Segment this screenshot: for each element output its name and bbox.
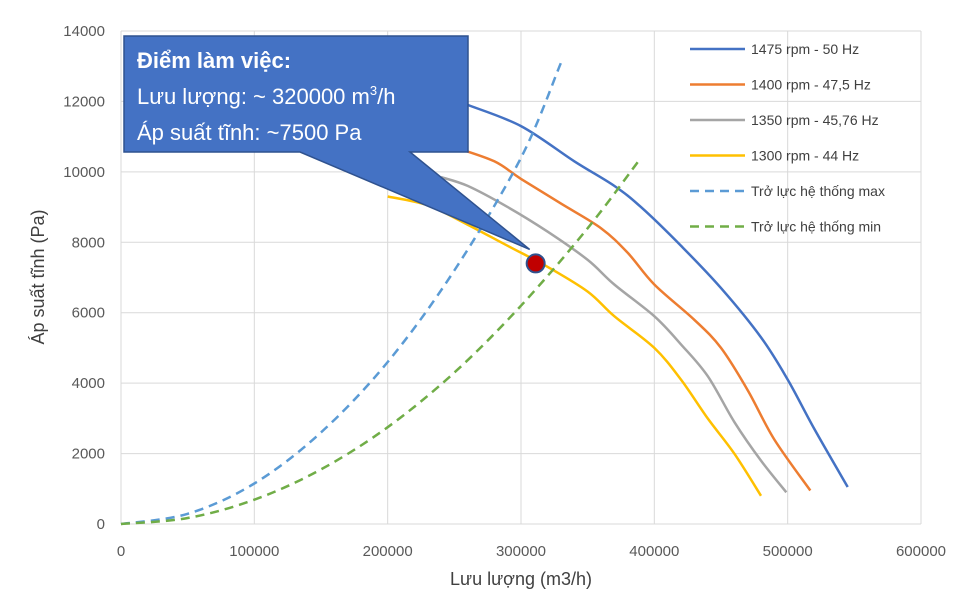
callout-shape: [123, 35, 531, 251]
series-line-3: [440, 175, 788, 494]
series-line-4: [387, 195, 763, 497]
y-tick-label: 12000: [63, 93, 105, 110]
legend: 1475 rpm - 50 Hz 1400 rpm - 47,5 Hz 1350 r…: [690, 41, 885, 235]
callout-flow-sup: 3: [370, 83, 377, 98]
y-tick-label: 10000: [63, 164, 105, 181]
x-tick-label: 200000: [363, 543, 413, 560]
legend-label-6: Trở lực hệ thống min: [751, 219, 881, 235]
x-tick-label: 400000: [629, 543, 679, 560]
y-tick-label: 2000: [72, 446, 105, 463]
series-lines: [120, 62, 849, 526]
x-tick-label: 100000: [229, 543, 279, 560]
x-tick-label: 300000: [496, 543, 546, 560]
operating-point-callout: Điểm làm việc: Lưu lượng: ~ 320000 m3/h …: [123, 35, 531, 251]
y-tick-label: 0: [97, 516, 105, 533]
callout-title: Điểm làm việc:: [137, 48, 291, 73]
y-tick-label: 14000: [63, 23, 105, 40]
legend-label-2: 1400 rpm - 47,5 Hz: [751, 77, 871, 93]
series-line-5: [120, 62, 563, 526]
y-tick-label: 8000: [72, 234, 105, 251]
x-tick-label: 0: [117, 543, 125, 560]
operating-point-marker: [525, 253, 546, 274]
y-tick-label: 6000: [72, 305, 105, 322]
x-tick-label: 500000: [763, 543, 813, 560]
callout-flow-suffix: /h: [377, 84, 395, 109]
x-tick-label: 600000: [896, 543, 946, 560]
legend-label-4: 1300 rpm - 44 Hz: [751, 148, 859, 164]
y-axis-ticks: 0 2000 4000 6000 8000 10000 12000 14000: [63, 23, 105, 533]
callout-flow-prefix: Lưu lượng: ~ 320000 m: [137, 84, 370, 109]
series-line-1: [467, 103, 849, 488]
legend-label-5: Trở lực hệ thống max: [751, 183, 885, 199]
series-line-2: [453, 146, 812, 492]
series-line-6: [120, 157, 642, 526]
y-axis-title: Áp suất tĩnh (Pa): [28, 209, 48, 344]
y-tick-label: 4000: [72, 375, 105, 392]
callout-flow: Lưu lượng: ~ 320000 m3/h: [137, 83, 395, 109]
legend-label-3: 1350 rpm - 45,76 Hz: [751, 112, 879, 128]
x-axis-ticks: 0 100000 200000 300000 400000 500000 600000: [117, 543, 946, 560]
x-axis-title: Lưu lượng (m3/h): [450, 569, 592, 589]
legend-label-1: 1475 rpm - 50 Hz: [751, 41, 859, 57]
callout-pressure: Áp suất tĩnh: ~7500 Pa: [137, 120, 362, 145]
